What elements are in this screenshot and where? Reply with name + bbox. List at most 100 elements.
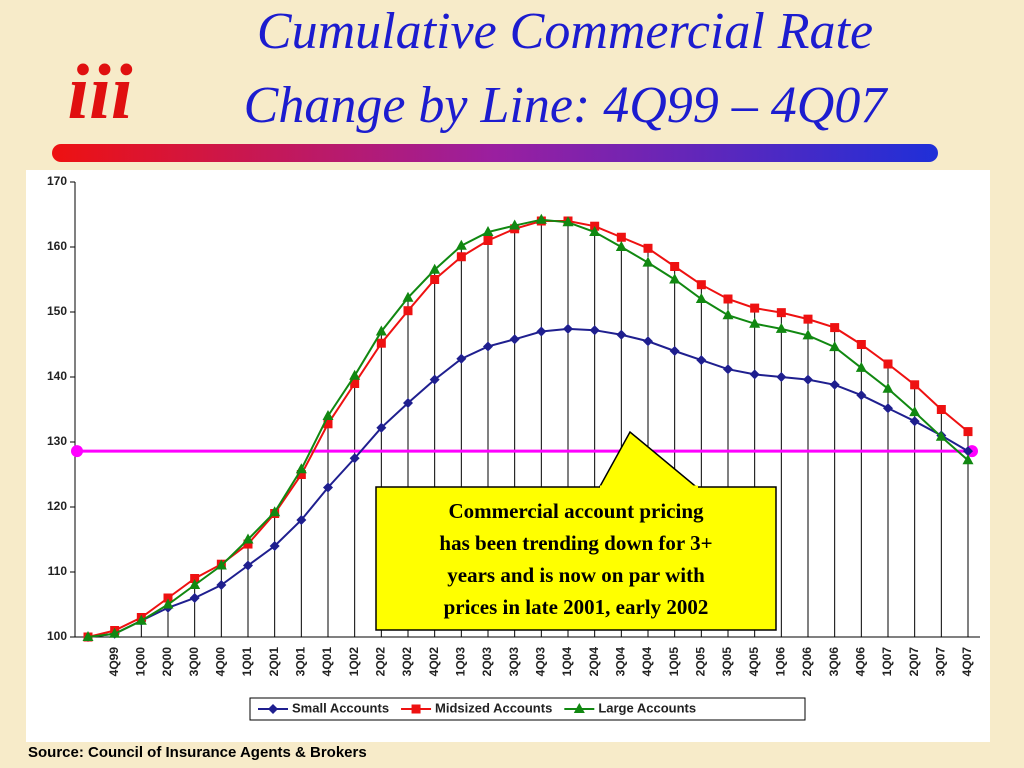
marker [696, 280, 706, 290]
x-tick-label: 4Q99 [107, 647, 121, 677]
legend-box [249, 697, 806, 721]
y-tick-label: 160 [47, 239, 67, 253]
x-tick-label: 3Q06 [827, 647, 841, 677]
marker [830, 323, 840, 333]
marker [295, 463, 307, 474]
marker [776, 308, 786, 318]
x-tick-label: 1Q04 [560, 647, 574, 677]
x-tick-label: 4Q01 [320, 647, 334, 677]
x-tick-label: 3Q01 [294, 647, 308, 677]
marker [883, 403, 893, 414]
marker [616, 329, 627, 340]
marker [242, 533, 254, 544]
y-tick-label: 130 [47, 434, 67, 448]
marker [935, 430, 947, 441]
divider [52, 144, 938, 162]
marker [349, 369, 361, 380]
marker [909, 406, 921, 417]
x-tick-label: 4Q06 [854, 647, 868, 677]
marker [669, 346, 680, 356]
marker [162, 598, 174, 609]
marker [802, 329, 814, 340]
legend-label: Small Accounts [292, 700, 389, 715]
marker [509, 219, 521, 230]
x-tick-label: 2Q03 [480, 647, 494, 677]
x-tick-label: 1Q02 [347, 647, 361, 677]
x-tick-label: 4Q04 [640, 647, 654, 677]
marker [322, 410, 334, 420]
marker [509, 334, 520, 345]
marker [349, 453, 360, 464]
marker [562, 216, 574, 227]
callout-text: prices in late 2001, early 2002 [444, 595, 709, 619]
marker [269, 541, 280, 551]
marker [163, 593, 173, 603]
x-tick-label: 4Q07 [960, 647, 974, 677]
x-tick-label: 4Q05 [747, 647, 761, 677]
marker [615, 241, 627, 251]
marker [882, 382, 894, 393]
x-tick-label: 1Q00 [134, 647, 148, 677]
marker [829, 341, 841, 352]
x-tick-label: 1Q06 [774, 647, 788, 677]
marker [723, 364, 733, 375]
marker [376, 422, 387, 433]
chart-area [26, 170, 990, 742]
series-line [87, 220, 969, 638]
marker [296, 470, 306, 479]
marker [696, 355, 707, 366]
x-tick-label: 1Q03 [454, 647, 468, 677]
legend-label: Large Accounts [598, 700, 696, 715]
source: Source: Council of Insurance Agents & Br… [28, 744, 367, 761]
marker [643, 336, 653, 347]
x-tick-label: 3Q05 [720, 647, 734, 677]
marker [643, 243, 653, 253]
callout [375, 486, 777, 631]
marker [642, 256, 654, 267]
callout-text: has been trending down for 3+ [439, 531, 712, 555]
x-tick-label: 2Q04 [587, 647, 601, 677]
marker [376, 338, 386, 348]
x-tick-label: 3Q07 [934, 647, 948, 677]
marker [482, 226, 494, 237]
marker [135, 614, 147, 625]
series-line [87, 327, 969, 638]
marker [483, 236, 493, 245]
marker [803, 314, 813, 324]
y-tick-label: 170 [47, 174, 67, 188]
x-tick-label: 2Q05 [694, 647, 708, 677]
marker [883, 359, 893, 369]
marker [910, 380, 920, 390]
marker [375, 325, 387, 336]
marker [803, 374, 813, 385]
callout-text: years and is now on par with [447, 563, 705, 587]
marker [856, 340, 866, 349]
callout-text: Commercial account pricing [448, 499, 704, 523]
marker [403, 306, 413, 316]
y-tick-label: 100 [47, 629, 67, 643]
x-tick-label: 2Q06 [800, 647, 814, 677]
legend: Small Accounts Midsized Accounts Large Acc… [249, 697, 806, 721]
marker [189, 593, 200, 603]
marker [750, 303, 760, 313]
x-tick-label: 3Q02 [400, 647, 414, 677]
marker [215, 559, 227, 570]
y-tick-label: 110 [48, 564, 68, 578]
marker [430, 275, 440, 284]
title-line: Cumulative Commercial Rate [257, 3, 873, 60]
x-tick-label: 3Q04 [614, 647, 628, 677]
x-tick-label: 3Q03 [507, 647, 521, 677]
marker [749, 369, 760, 380]
marker [403, 398, 413, 408]
marker [243, 539, 253, 549]
marker [268, 704, 278, 714]
y-tick-label: 140 [47, 369, 67, 383]
x-tick-label: 1Q07 [880, 647, 894, 677]
marker [456, 252, 466, 262]
x-tick-label: 4Q02 [427, 647, 441, 677]
marker [962, 454, 974, 465]
x-tick-label: 2Q01 [267, 647, 281, 677]
title-line: Change by Line: 4Q99 – 4Q07 [244, 77, 889, 134]
marker [455, 239, 467, 250]
x-tick-label: 1Q05 [667, 647, 681, 677]
